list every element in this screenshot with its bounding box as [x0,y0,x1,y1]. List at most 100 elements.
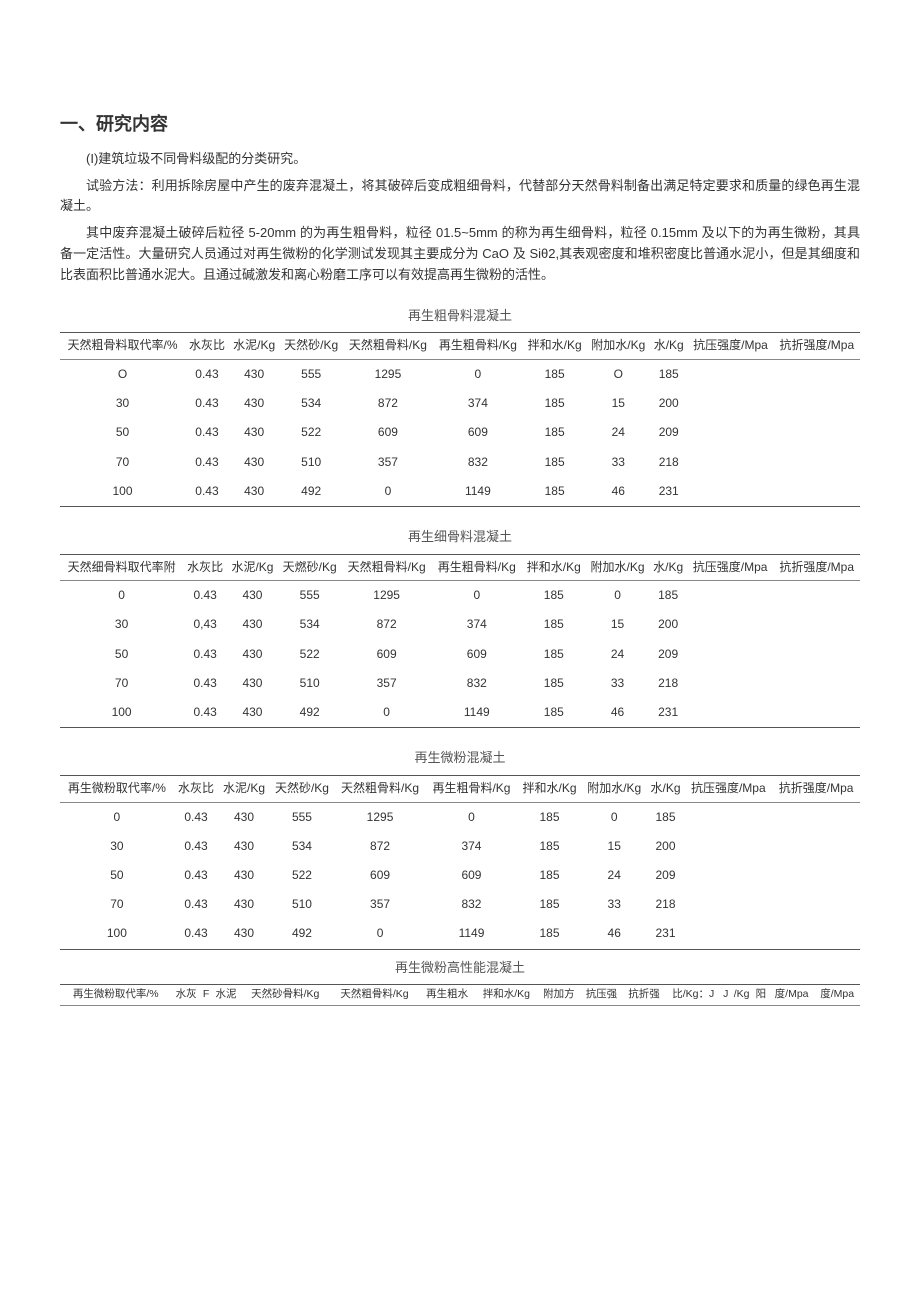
table-cell: 534 [279,389,343,418]
table-cell: 70 [60,890,174,919]
col-header: 抗压强 [580,985,623,1006]
table-cell: 15 [586,389,650,418]
table-cell: 534 [270,832,335,861]
table-cell: 185 [650,359,687,389]
table-row: 1000.434304920114918546231 [60,698,860,728]
col-header: 抗压强度/Mpa [684,776,772,803]
col-header: 再生粗水 [419,985,475,1006]
table-cell: 0 [433,359,523,389]
table-cell: 430 [218,861,269,890]
col-header: 度/Mpa [769,985,815,1006]
table-cell [687,418,773,447]
table-row: 700.4343051035783218533218 [60,669,860,698]
table-cell: 46 [586,698,650,728]
table-cell [687,581,774,611]
table-cell: 357 [342,669,432,698]
table-cell: 0.43 [185,389,229,418]
col-header: 天然粗骨料取代率/% [60,333,185,360]
table-cell: 50 [60,640,183,669]
table-cell [772,919,860,949]
table-cell [687,448,773,477]
table-row: O0.4343055512950185O185 [60,359,860,389]
table-cell: 231 [650,477,687,507]
table-cell: 609 [343,418,433,447]
table-cell: 218 [647,890,685,919]
table-cell: 609 [334,861,425,890]
col-header: 水泥/Kg [227,554,278,581]
table-cell: 33 [586,669,650,698]
col-header: 水泥/Kg [229,333,279,360]
table-cell: 185 [522,610,586,639]
table-cell: 0.43 [185,477,229,507]
table3-body: 00.43430555129501850185300.4343053487237… [60,802,860,949]
table-cell: 430 [218,802,269,832]
table-micropowder: 再生微粉混凝土 再生微粉取代率/% 水灰比 水泥/Kg 天然砂/Kg 天然粗骨料… [60,748,860,949]
col-header: 附加水/Kg [582,776,647,803]
table-cell [687,640,774,669]
col-header: 再生微粉取代率/% [60,776,174,803]
table-cell: 200 [650,389,687,418]
table-cell [772,832,860,861]
table-cell: 0 [426,802,517,832]
table1-body: O0.4343055512950185O185300.4343053487237… [60,359,860,506]
table4-header-row: 再生微粉取代率/% 水灰 F 水泥 天然砂骨料/Kg 天然粗骨料/Kg 再生粗水… [60,985,860,1006]
table-cell: 185 [522,640,586,669]
col-header: 水/Kg [649,554,686,581]
table-cell: 609 [426,861,517,890]
table-cell: 185 [523,448,587,477]
col-header: 附加方 [538,985,581,1006]
table-cell: 374 [432,610,522,639]
table-cell: 70 [60,448,185,477]
table-cell: 24 [586,418,650,447]
table-cell: 1149 [426,919,517,949]
col-header: F [201,985,212,1006]
col-header: 拌和水/Kg [522,554,586,581]
table-cell: 185 [649,581,686,611]
table-fine-aggregate: 再生细骨料混凝土 天然细骨料取代率附 水灰比 水泥/Kg 天燃砂/Kg 天然粗骨… [60,527,860,728]
table-cell: 185 [522,669,586,698]
col-header: 天然粗骨料/Kg [342,554,432,581]
paragraph-2: 试验方法：利用拆除房屋中产生的废弃混凝土，将其破碎后变成粗细骨料，代替部分天然骨… [60,176,860,218]
col-header: 抗折强度/Mpa [773,554,860,581]
table-cell [687,698,774,728]
table-cell: 50 [60,861,174,890]
table-cell: 872 [342,610,432,639]
table-row: 1000.434304920114918546231 [60,919,860,949]
col-header: 抗折强度/Mpa [772,776,860,803]
table1-caption: 再生粗骨料混凝土 [60,306,860,333]
table-cell: 231 [647,919,685,949]
table-cell: 492 [278,698,342,728]
table-cell: 832 [426,890,517,919]
table-cell: 0.43 [185,448,229,477]
table-cell: 100 [60,698,183,728]
table-cell: 1295 [334,802,425,832]
table-cell: 555 [270,802,335,832]
table-cell: 30 [60,610,183,639]
table-cell [773,610,860,639]
table-cell [774,389,860,418]
table-coarse-aggregate: 再生粗骨料混凝土 天然粗骨料取代率/% 水灰比 水泥/Kg 天然砂/Kg 天然粗… [60,306,860,507]
table-cell [774,418,860,447]
table-cell: 70 [60,669,183,698]
table-cell: 1295 [342,581,432,611]
table-row: 500.4343052260960918524209 [60,418,860,447]
col-header: 天然砂骨料/Kg [241,985,330,1006]
table-cell: 0 [60,802,174,832]
table-cell: 609 [433,418,523,447]
table-cell: 430 [227,669,278,698]
table-cell [772,890,860,919]
table-cell: 24 [582,861,647,890]
table-cell: 430 [227,610,278,639]
table-cell: 522 [278,640,342,669]
table-cell [687,359,773,389]
table-cell [687,669,774,698]
table-cell [684,919,772,949]
table-cell: 430 [227,581,278,611]
table-cell: 872 [343,389,433,418]
table-cell: 430 [229,359,279,389]
table-row: 500.4343052260960918524209 [60,861,860,890]
table-cell [687,389,773,418]
table-cell: 185 [647,802,685,832]
table-cell [773,669,860,698]
table-cell: 185 [517,861,582,890]
